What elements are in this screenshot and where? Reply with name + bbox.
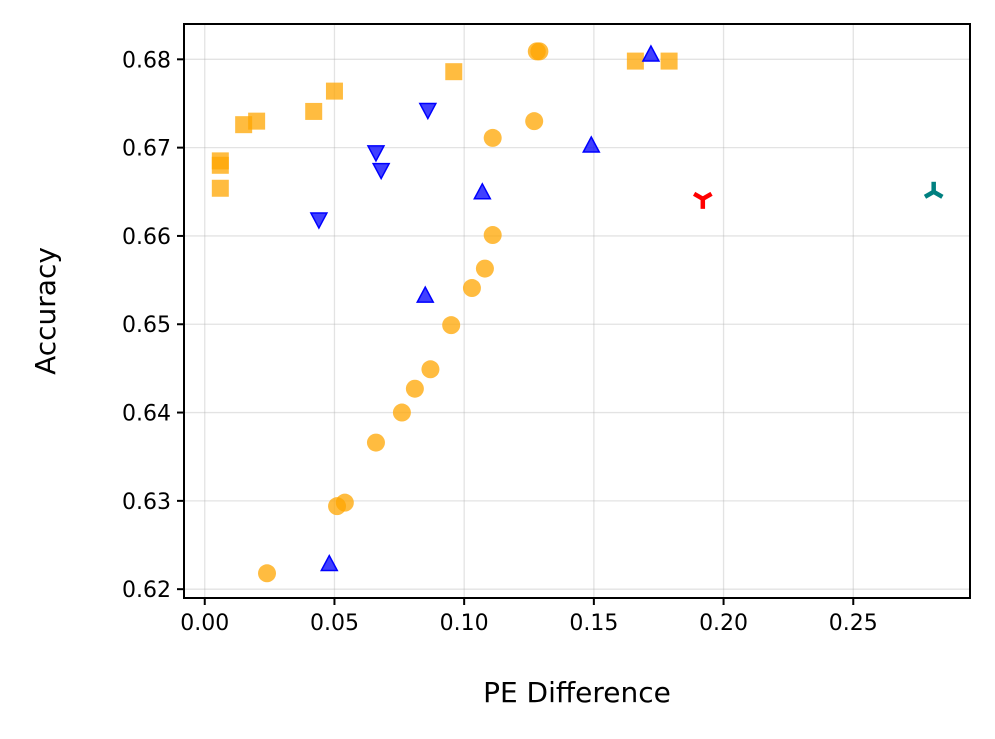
blue-triangles-down-point <box>366 145 386 163</box>
orange-squares-point <box>445 63 463 81</box>
orange-squares-point <box>248 112 266 130</box>
red-tri-down-point <box>692 191 713 209</box>
orange-squares-point <box>626 52 644 70</box>
y-tick-label: 0.64 <box>122 402 171 427</box>
y-tick-label: 0.65 <box>122 313 171 338</box>
x-tick-label: 0.10 <box>440 611 489 636</box>
y-axis-label: Accuracy <box>29 247 62 375</box>
x-tick-label: 0.00 <box>180 611 229 636</box>
blue-triangles-up-point <box>641 44 661 62</box>
y-tick-label: 0.62 <box>122 578 171 603</box>
y-tick-label: 0.67 <box>122 137 171 162</box>
orange-circles-point <box>421 360 440 379</box>
orange-circles-point <box>405 379 424 398</box>
plot-frame <box>183 23 971 599</box>
orange-circles-point <box>366 433 385 452</box>
orange-squares-point <box>660 52 678 70</box>
teal-tri-up-point <box>923 181 944 199</box>
orange-circles-point <box>530 42 549 61</box>
grid-layer <box>184 24 970 598</box>
orange-circles-point <box>462 279 481 298</box>
orange-circles-point <box>483 128 502 147</box>
blue-triangles-down-point <box>418 102 438 121</box>
orange-squares-point <box>235 116 253 134</box>
blue-triangles-up-point <box>473 182 492 200</box>
blue-triangles-down-point <box>309 212 329 230</box>
marks-layer <box>211 42 944 583</box>
x-tick-label: 0.05 <box>310 611 359 636</box>
orange-squares-point <box>211 179 229 197</box>
y-tick-label: 0.66 <box>122 225 171 250</box>
orange-circles-point <box>483 226 502 245</box>
orange-circles-point <box>442 316 461 335</box>
ticks-layer: 0.00 0.05 0.10 0.15 0.20 0.25 0.62 0.63 0.64 0.65… <box>122 48 878 636</box>
x-tick-label: 0.15 <box>569 611 618 636</box>
x-tick-label: 0.25 <box>829 611 878 636</box>
orange-circles-point <box>475 259 494 278</box>
blue-triangles-up-point <box>582 135 601 153</box>
orange-squares-point <box>305 102 323 120</box>
blue-triangles-up-point <box>320 553 339 572</box>
orange-circles-point <box>258 564 277 583</box>
orange-circles-point <box>392 403 411 422</box>
orange-circles-point <box>335 493 354 512</box>
x-tick-label: 0.20 <box>699 611 748 636</box>
y-tick-label: 0.63 <box>122 490 171 515</box>
orange-circles-point <box>525 112 544 131</box>
orange-squares-point <box>325 82 343 100</box>
x-axis-label: PE Difference <box>483 676 671 709</box>
y-tick-label: 0.68 <box>122 48 171 73</box>
orange-squares-point <box>211 152 229 170</box>
blue-triangles-up-point <box>415 285 435 303</box>
blue-triangles-down-point <box>371 162 391 181</box>
